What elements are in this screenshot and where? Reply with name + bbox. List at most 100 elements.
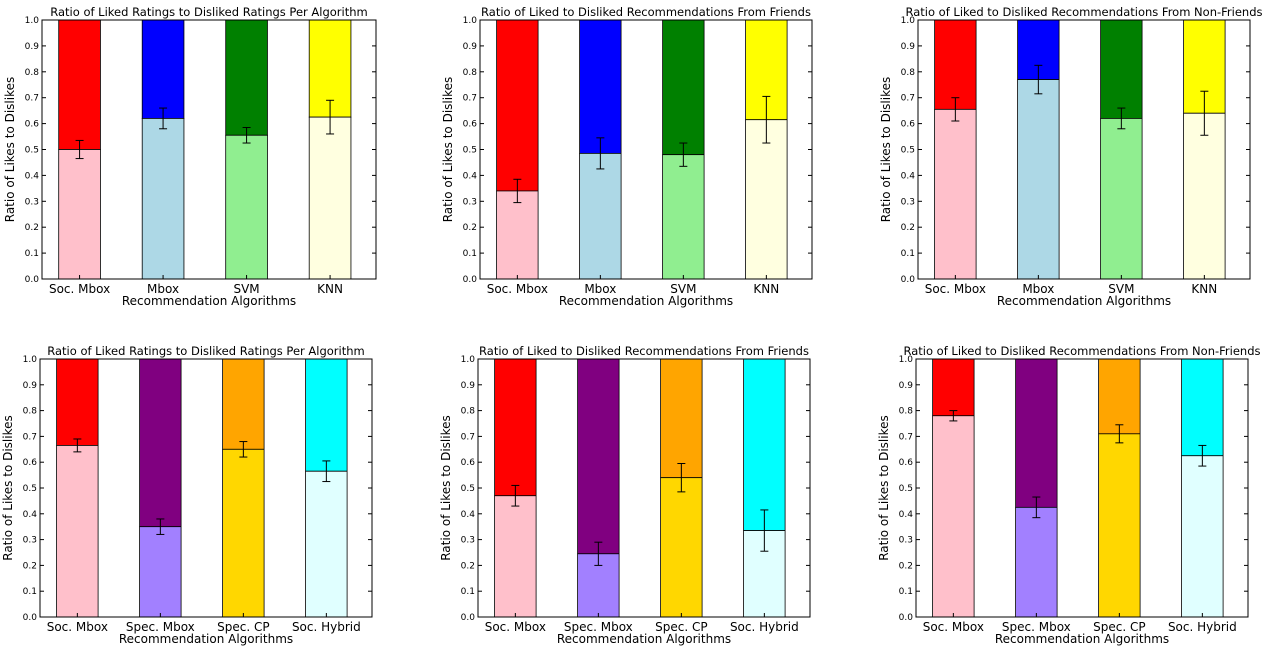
y-tick-label-5: 0.5 — [463, 146, 477, 156]
bar-like-3 — [225, 134, 268, 280]
bar-like-3 — [662, 154, 705, 280]
y-tick-label-8: 0.8 — [463, 68, 478, 78]
error-bar-1 — [513, 178, 522, 204]
x-axis-label: Recommendation Algorithms — [995, 632, 1169, 646]
y-tick-label-9: 0.9 — [461, 381, 476, 391]
bar-dislike-3 — [1100, 19, 1143, 119]
chart-panel-3: Soc. Mbox Mbox SVM KNN 0.0 0.1 0.2 0.3 0.4 0.5 0.6… — [879, 5, 1263, 308]
bar-dislike-2 — [1015, 358, 1058, 508]
bar-dislike-1 — [56, 358, 99, 446]
chart-panel-5: Soc. Mbox Spec. Mbox Spec. CP Soc. Hybrid 0.… — [439, 344, 811, 646]
y-tick-label-3: 0.3 — [23, 536, 37, 546]
bar-dislike-3 — [662, 19, 705, 156]
x-tick-label-3: SVM — [233, 282, 259, 296]
bar-like-2 — [139, 526, 182, 618]
y-tick-label-9: 0.9 — [463, 42, 478, 52]
x-tick-label-2: Mbox — [147, 282, 179, 296]
x-tick-label-3: Spec. CP — [655, 620, 707, 634]
y-tick-label-3: 0.3 — [25, 197, 39, 207]
bar-dislike-3 — [1098, 358, 1141, 435]
bar-dislike-2 — [579, 19, 622, 154]
y-tick-label-6: 0.6 — [899, 458, 914, 468]
y-tick-label-5: 0.5 — [25, 146, 39, 156]
y-tick-label-0: 0.0 — [463, 275, 478, 285]
chart-title: Ratio of Liked Ratings to Disliked Ratin… — [50, 5, 367, 19]
x-tick-label-2: Spec. Mbox — [564, 620, 633, 634]
error-bar-2 — [1034, 64, 1043, 95]
y-tick-label-4: 0.4 — [461, 510, 476, 520]
y-tick-label-10: 1.0 — [25, 16, 40, 26]
error-bar-3 — [239, 441, 248, 458]
y-tick-label-0: 0.0 — [901, 275, 916, 285]
y-tick-label-7: 0.7 — [461, 432, 475, 442]
y-tick-label-7: 0.7 — [463, 94, 477, 104]
chart-panel-2: Soc. Mbox Mbox SVM KNN 0.0 0.1 0.2 0.3 0.4 0.5 0.6… — [441, 5, 813, 308]
bar-dislike-2 — [577, 358, 620, 555]
y-axis-label: Ratio of Likes to Dislikes — [439, 415, 453, 561]
y-tick-label-8: 0.8 — [899, 407, 914, 417]
y-tick-label-2: 0.2 — [901, 223, 915, 233]
y-axis-label: Ratio of Likes to Dislikes — [877, 415, 891, 561]
y-tick-label-3: 0.3 — [901, 197, 915, 207]
error-bar-4 — [322, 460, 331, 483]
x-tick-label-1: Soc. Mbox — [47, 620, 108, 634]
bar-like-3 — [1098, 433, 1141, 618]
y-tick-label-6: 0.6 — [25, 120, 40, 130]
bar-like-1 — [932, 415, 975, 618]
y-tick-label-8: 0.8 — [901, 68, 916, 78]
error-bar-1 — [951, 97, 960, 122]
error-bar-1 — [75, 139, 84, 160]
bar-dislike-1 — [932, 358, 975, 417]
bar-dislike-4 — [305, 358, 348, 472]
error-bar-3 — [677, 462, 686, 493]
error-bar-1 — [949, 410, 958, 422]
y-tick-label-4: 0.4 — [901, 171, 916, 181]
bar-like-2 — [1015, 506, 1058, 618]
error-bar-2 — [159, 107, 168, 130]
x-tick-label-4: KNN — [317, 282, 343, 296]
y-tick-label-1: 0.1 — [463, 249, 477, 259]
x-tick-label-4: Soc. Hybrid — [730, 620, 799, 634]
bar-dislike-3 — [225, 19, 268, 136]
y-tick-label-5: 0.5 — [23, 484, 37, 494]
y-tick-label-0: 0.0 — [461, 613, 476, 623]
bar-dislike-1 — [496, 19, 539, 192]
y-tick-label-1: 0.1 — [899, 587, 913, 597]
error-bar-1 — [73, 438, 82, 453]
x-axis-label: Recommendation Algorithms — [559, 294, 733, 308]
bar-like-2 — [1017, 79, 1060, 280]
y-tick-label-9: 0.9 — [901, 42, 916, 52]
y-tick-label-4: 0.4 — [23, 510, 38, 520]
x-tick-label-1: Soc. Mbox — [923, 620, 984, 634]
y-tick-label-10: 1.0 — [901, 16, 916, 26]
x-axis-label: Recommendation Algorithms — [122, 294, 296, 308]
bar-like-3 — [222, 448, 265, 618]
error-bar-4 — [1198, 444, 1207, 467]
bar-dislike-2 — [139, 358, 182, 528]
bar-dislike-4 — [1181, 358, 1224, 457]
error-bar-2 — [156, 518, 165, 535]
y-tick-label-9: 0.9 — [25, 42, 40, 52]
y-tick-label-2: 0.2 — [463, 223, 477, 233]
y-tick-label-5: 0.5 — [899, 484, 913, 494]
x-tick-label-2: Spec. Mbox — [1002, 620, 1071, 634]
bar-like-1 — [494, 495, 537, 618]
bar-like-4 — [305, 470, 348, 618]
error-bar-4 — [326, 99, 335, 135]
bar-like-4 — [745, 119, 788, 280]
error-bar-1 — [511, 484, 520, 507]
error-bar-3 — [1115, 424, 1124, 444]
x-tick-label-4: Soc. Hybrid — [1168, 620, 1237, 634]
bar-like-3 — [1100, 118, 1143, 280]
y-tick-label-10: 1.0 — [463, 16, 478, 26]
error-bar-3 — [1117, 107, 1126, 130]
y-tick-label-1: 0.1 — [901, 249, 915, 259]
x-tick-label-1: Soc. Mbox — [925, 282, 986, 296]
y-axis-label: Ratio of Likes to Dislikes — [441, 77, 455, 223]
bar-like-1 — [934, 108, 977, 280]
x-tick-label-4: KNN — [753, 282, 779, 296]
bar-dislike-1 — [58, 19, 101, 150]
chart-title: Ratio of Liked to Disliked Recommendatio… — [906, 5, 1263, 19]
y-tick-label-3: 0.3 — [899, 536, 913, 546]
y-tick-label-2: 0.2 — [899, 561, 913, 571]
